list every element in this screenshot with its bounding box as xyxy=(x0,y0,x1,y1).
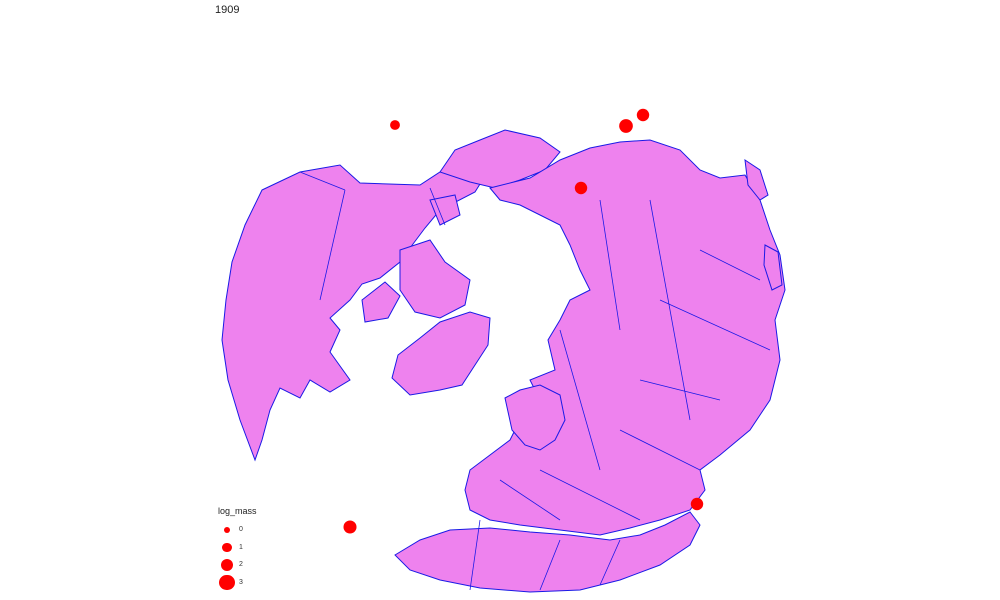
asia-point-2 xyxy=(636,108,650,122)
legend-item: 0 xyxy=(218,522,257,540)
siberia-point xyxy=(574,181,588,195)
eurasia-landmass xyxy=(464,139,786,536)
legend-label: 1 xyxy=(239,543,243,551)
japan-island xyxy=(763,244,783,291)
legend: log_mass 0 1 2 3 xyxy=(218,506,257,592)
meteorite-points xyxy=(343,108,704,534)
arctic-islands xyxy=(399,239,471,319)
greenland-landmass xyxy=(391,311,491,396)
middle-east-point xyxy=(690,497,704,511)
scandinavia-landmass xyxy=(504,384,566,451)
legend-dot-0 xyxy=(224,527,230,533)
legend-label: 2 xyxy=(239,561,243,568)
legend-item: 3 xyxy=(218,574,257,593)
legend-label: 3 xyxy=(239,578,243,586)
arctic-island xyxy=(429,194,461,226)
landmasses xyxy=(221,129,786,593)
pacific-islands xyxy=(744,158,769,201)
legend-dot-1 xyxy=(222,542,232,553)
legend-title: log_mass xyxy=(218,506,257,516)
atlantic-point xyxy=(343,520,357,534)
legend-dot-2 xyxy=(220,558,234,572)
legend-dot-3 xyxy=(219,574,235,591)
legend-label: 0 xyxy=(239,526,243,533)
year-title: 1909 xyxy=(215,4,240,16)
arctic-island xyxy=(361,281,401,323)
asia-point-1 xyxy=(619,119,633,133)
africa-landmass xyxy=(394,511,701,593)
pacific-point-1 xyxy=(390,120,400,130)
border-lines xyxy=(299,171,771,591)
bering-landmass xyxy=(439,129,561,189)
country-borders xyxy=(299,171,771,591)
legend-item: 1 xyxy=(218,540,257,558)
legend-item: 2 xyxy=(218,557,257,575)
